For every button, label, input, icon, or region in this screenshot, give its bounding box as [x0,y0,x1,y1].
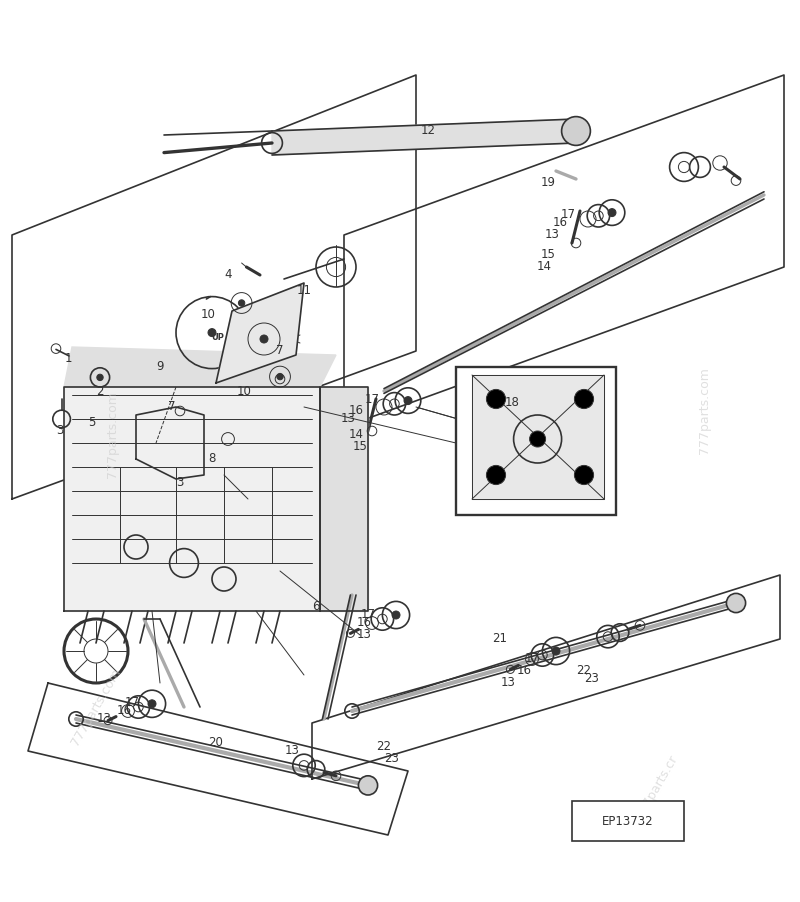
Text: 777parts.com: 777parts.com [69,667,123,748]
Polygon shape [12,75,416,499]
Text: 2: 2 [96,384,104,398]
Polygon shape [136,407,204,479]
Polygon shape [472,375,604,499]
Text: 3: 3 [176,476,184,490]
Circle shape [277,373,283,380]
Text: 13: 13 [357,629,371,641]
Text: 777parts.com: 777parts.com [106,391,118,478]
Text: 15: 15 [353,440,367,454]
Text: 10: 10 [201,308,215,321]
Text: 22: 22 [577,665,591,677]
Text: 21: 21 [493,632,507,646]
Text: 16: 16 [117,704,131,717]
Text: 17: 17 [561,208,575,222]
Text: 16: 16 [349,404,363,418]
Text: 22: 22 [377,741,391,753]
Polygon shape [272,119,576,155]
Polygon shape [64,387,320,611]
Text: 13: 13 [285,744,299,758]
Circle shape [574,390,594,409]
Text: 9: 9 [156,361,164,373]
Circle shape [608,208,616,216]
Text: 13: 13 [501,676,515,689]
Text: 23: 23 [385,752,399,766]
Circle shape [238,299,245,306]
Text: 16: 16 [517,665,531,677]
Text: 15: 15 [541,248,555,262]
Circle shape [486,465,506,484]
Circle shape [530,431,546,447]
Polygon shape [320,387,368,611]
Text: UP: UP [211,333,224,342]
Text: 5: 5 [88,417,96,429]
Text: EP13732: EP13732 [602,815,654,828]
FancyBboxPatch shape [572,801,684,842]
Text: 14: 14 [349,428,363,441]
Circle shape [552,647,560,655]
Circle shape [148,700,156,708]
Text: 20: 20 [209,737,223,750]
Text: 17: 17 [525,652,539,666]
Text: 8: 8 [208,453,216,465]
Circle shape [260,335,268,343]
Text: 23: 23 [585,673,599,686]
Circle shape [486,390,506,409]
Polygon shape [312,575,780,779]
Text: 19: 19 [541,177,555,189]
Text: 16: 16 [357,616,371,630]
Text: 18: 18 [505,397,519,410]
Text: 16: 16 [553,216,567,229]
Text: 7: 7 [276,345,284,357]
Circle shape [404,397,412,405]
Bar [456,367,616,515]
Text: 777parts.cr: 777parts.cr [632,752,680,822]
Circle shape [726,594,746,612]
Text: 14: 14 [537,261,551,273]
Text: 13: 13 [97,713,111,725]
Text: 6: 6 [312,601,320,613]
Text: 11: 11 [297,284,311,298]
Polygon shape [28,683,408,835]
Polygon shape [216,283,304,383]
Text: 17: 17 [365,392,379,406]
Text: 4: 4 [224,269,232,281]
Circle shape [392,611,400,619]
Text: 13: 13 [545,228,559,242]
Polygon shape [344,75,784,427]
Text: 1: 1 [64,353,72,365]
Polygon shape [64,347,336,387]
Circle shape [208,328,216,336]
Text: 7: 7 [168,400,176,413]
Circle shape [97,374,103,381]
Text: 777parts.com: 777parts.com [698,367,710,455]
Text: 13: 13 [341,412,355,426]
Circle shape [358,776,378,795]
Circle shape [574,465,594,484]
Text: 17: 17 [125,696,139,710]
Text: 17: 17 [361,609,375,621]
Text: 12: 12 [421,124,435,137]
Text: 10: 10 [237,384,251,398]
Circle shape [562,116,590,145]
Text: 3: 3 [56,425,64,437]
